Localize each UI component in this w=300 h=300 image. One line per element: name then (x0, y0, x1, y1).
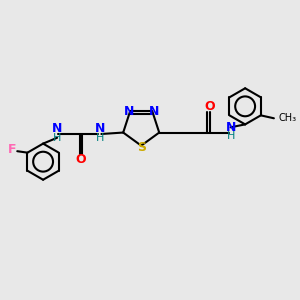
Text: N: N (225, 121, 236, 134)
Text: H: H (226, 131, 235, 141)
Text: N: N (123, 105, 134, 118)
Text: H: H (96, 133, 104, 143)
Text: O: O (76, 153, 86, 166)
Text: N: N (95, 122, 105, 135)
Text: O: O (204, 100, 215, 113)
Text: N: N (52, 122, 62, 135)
Text: CH₃: CH₃ (278, 113, 296, 123)
Text: N: N (148, 105, 159, 118)
Text: S: S (137, 141, 146, 154)
Text: F: F (8, 143, 16, 156)
Text: H: H (53, 133, 61, 143)
